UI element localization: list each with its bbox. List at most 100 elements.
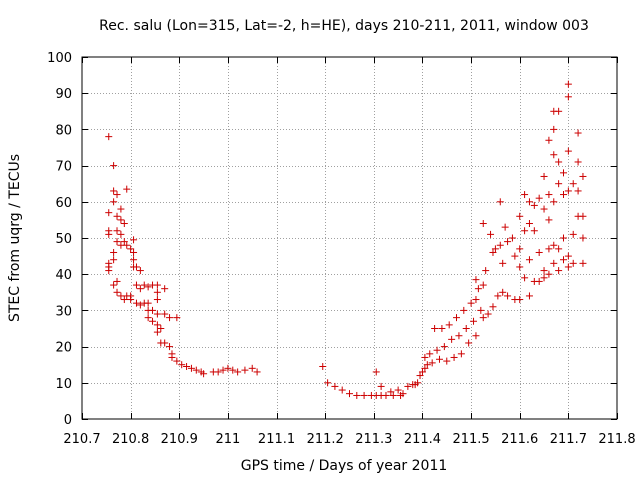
data-point [153, 310, 161, 318]
data-point [117, 216, 125, 224]
data-point [479, 220, 487, 228]
data-point [414, 379, 422, 387]
data-point [136, 285, 144, 293]
data-point [487, 230, 495, 238]
data-point [491, 245, 499, 253]
data-point [521, 274, 529, 282]
data-point [187, 364, 195, 372]
y-tick-label: 30 [55, 304, 72, 319]
data-point [178, 361, 186, 369]
y-tick-labels: 0 10 20 30 40 50 60 70 80 90 100 [47, 51, 72, 428]
x-tick-label: 211.1 [258, 432, 295, 447]
data-point [130, 256, 138, 264]
data-point [564, 263, 572, 271]
data-point [110, 256, 118, 264]
data-point [161, 310, 169, 318]
data-point [521, 227, 529, 235]
data-point [127, 296, 135, 304]
data-point [105, 133, 113, 141]
data-point [555, 267, 563, 275]
x-tick-label: 211.4 [404, 432, 441, 447]
data-point [132, 299, 140, 307]
data-point [105, 263, 113, 271]
data-point [183, 363, 191, 371]
data-point [113, 288, 121, 296]
data-point [153, 296, 161, 304]
data-point [545, 191, 553, 199]
data-point [465, 339, 473, 347]
data-point [149, 317, 157, 325]
data-point [123, 241, 131, 249]
y-tick-label: 80 [55, 123, 72, 138]
data-point [504, 238, 512, 246]
data-point [516, 212, 524, 220]
x-tick-label: 211.2 [307, 432, 344, 447]
data-point [545, 216, 553, 224]
data-point [113, 191, 121, 199]
x-tick-label: 210.7 [63, 432, 100, 447]
data-point [474, 285, 482, 293]
data-point [574, 129, 582, 137]
data-point [448, 335, 456, 343]
data-point [457, 350, 465, 358]
data-point [438, 325, 446, 332]
data-point [168, 353, 176, 361]
data-point [440, 343, 448, 351]
data-point [110, 248, 118, 256]
data-point [130, 236, 138, 244]
data-point [110, 281, 118, 289]
data-point [120, 296, 128, 304]
data-point [173, 314, 181, 322]
data-points [105, 80, 587, 399]
data-point [560, 191, 567, 199]
data-point [105, 230, 113, 238]
data-point [110, 198, 118, 206]
data-point [535, 277, 543, 285]
data-point [453, 314, 460, 322]
data-point [550, 125, 558, 133]
x-tick-label: 210.8 [112, 432, 149, 447]
data-point [161, 285, 169, 293]
data-point [387, 388, 395, 396]
data-point [253, 368, 261, 376]
data-point [472, 332, 480, 340]
data-point [445, 321, 453, 329]
data-point [149, 306, 157, 314]
data-point [110, 187, 118, 195]
y-tick-label: 50 [55, 232, 72, 247]
data-point [479, 281, 487, 289]
data-point [331, 382, 339, 390]
y-tick-label: 60 [55, 196, 72, 211]
data-point [455, 332, 463, 340]
data-point [530, 201, 538, 209]
data-point [229, 366, 237, 374]
data-point [494, 292, 502, 300]
y-axis-label: STEC from uqrg / TECUs [7, 154, 23, 322]
grid-lines [82, 57, 617, 419]
data-point [550, 198, 558, 206]
data-point [113, 227, 121, 235]
data-point [482, 267, 490, 275]
data-point [560, 256, 567, 264]
data-point [555, 107, 563, 115]
data-point [443, 357, 451, 365]
data-point [153, 321, 161, 329]
data-point [166, 343, 174, 351]
data-point [418, 368, 426, 376]
data-point [319, 363, 327, 371]
data-point [346, 390, 353, 398]
data-point [508, 234, 516, 242]
data-point [324, 379, 332, 387]
data-point [353, 391, 361, 399]
x-tick-label: 211.5 [452, 432, 489, 447]
data-point [460, 306, 468, 314]
data-point [504, 292, 512, 300]
data-point [338, 386, 346, 394]
data-point [144, 299, 152, 307]
data-point [389, 391, 397, 399]
data-point [113, 212, 121, 220]
x-tick-labels: 210.7 210.8 210.9 211 211.1 211.2 211.3 211.4 21… [63, 432, 635, 447]
data-point [579, 172, 587, 180]
data-point [574, 158, 582, 166]
